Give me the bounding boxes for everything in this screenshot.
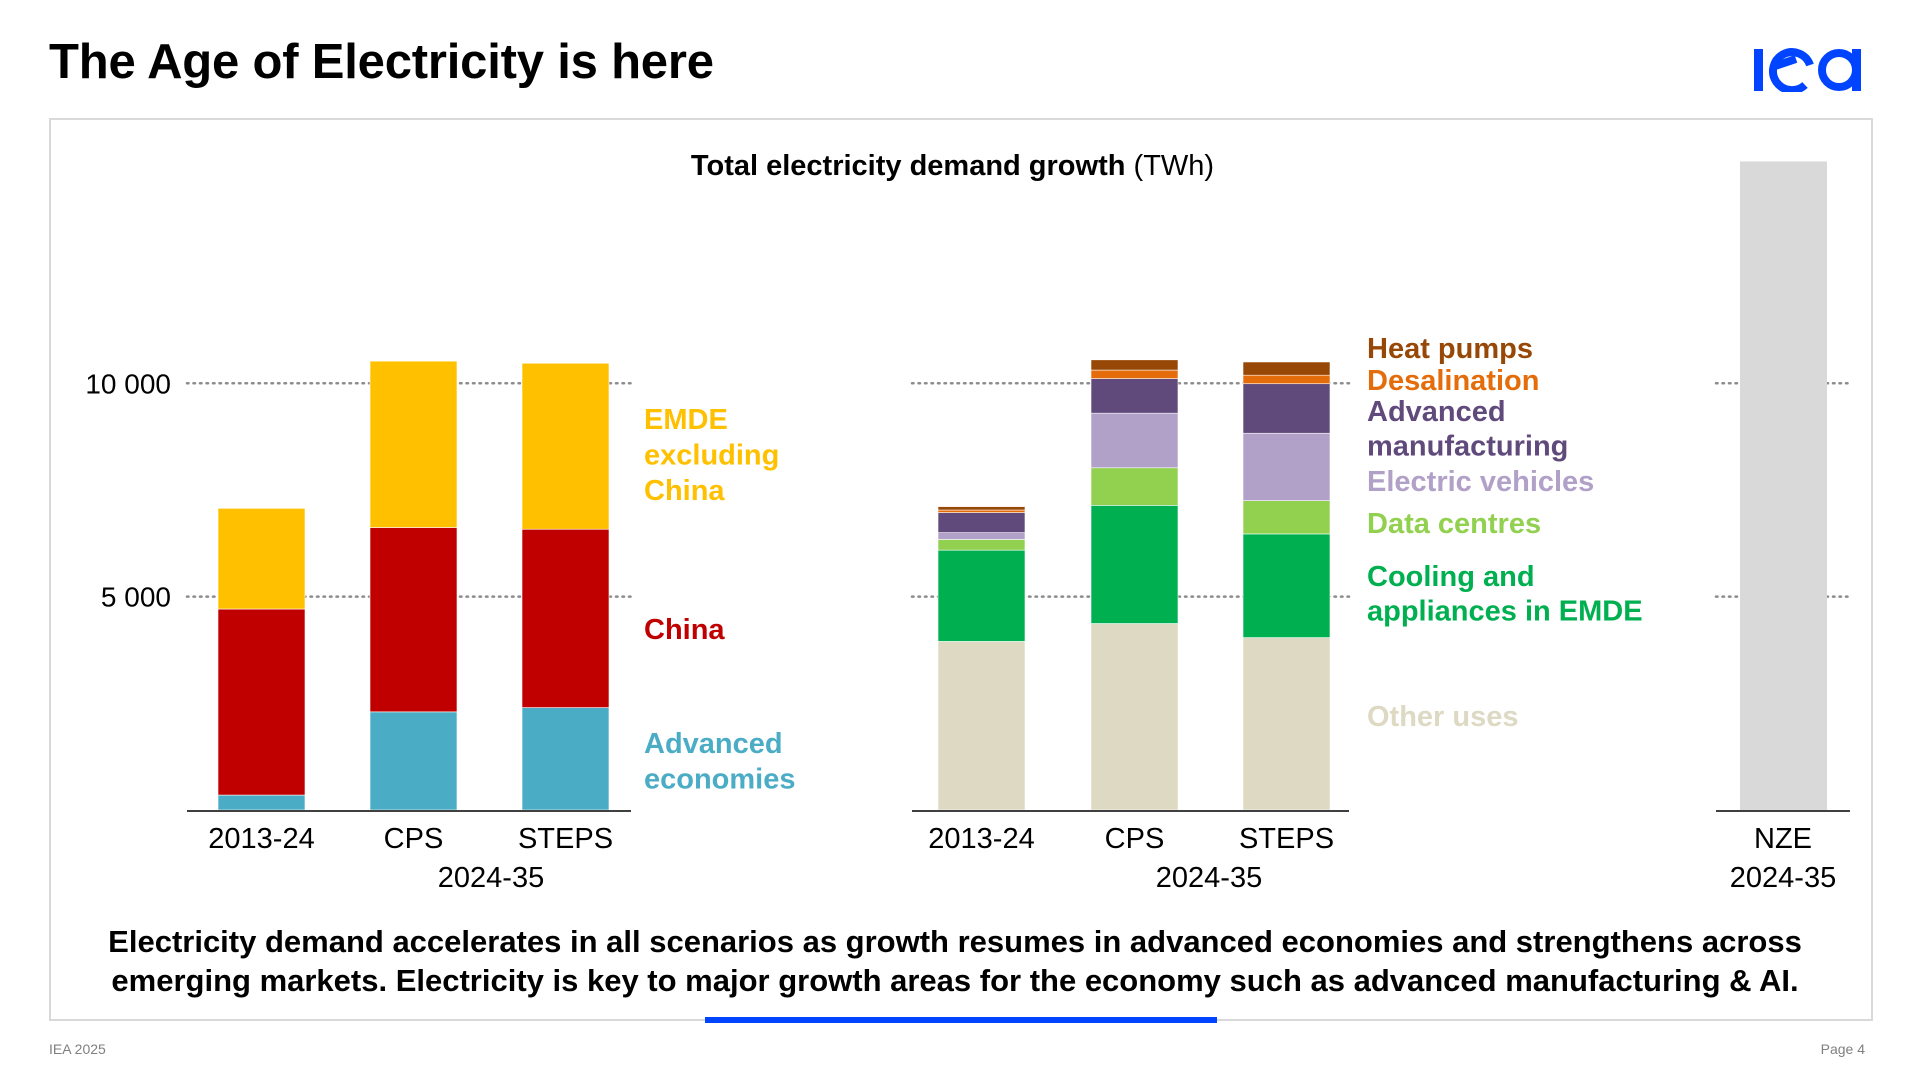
legend-advanced-manufacturing: Advanced	[1367, 396, 1506, 428]
middle-category-label: CPS	[1105, 823, 1165, 855]
logo-e-bar	[1770, 55, 1798, 71]
middle-bar-2013-24-heat-pumps	[937, 506, 1026, 511]
y-axis-tick-label: 5 000	[101, 582, 171, 613]
legend-electric-vehicles: Electric vehicles	[1367, 466, 1594, 498]
legend-china: China	[644, 614, 725, 646]
chart-title-unit: (TWh)	[1133, 150, 1215, 182]
nze-bar-masked	[1740, 161, 1827, 810]
nze-period-label: 2024-35	[1730, 862, 1836, 894]
middle-bar-steps-desalination	[1242, 374, 1331, 385]
middle-bar-cps-heat-pumps	[1090, 359, 1179, 371]
left-bar-steps-china	[521, 528, 610, 708]
middle-bar-cps-other-uses	[1090, 623, 1179, 811]
legend-data-centres: Data centres	[1367, 508, 1541, 540]
middle-bar-cps-cooling-and-appliances-in-emde	[1090, 505, 1179, 624]
legend-emde-excluding-china: excluding	[644, 440, 779, 472]
y-axis-tick-label: 10 000	[85, 368, 171, 399]
left-bar-cps-china	[369, 527, 458, 713]
middle-bar-cps-data-centres	[1090, 467, 1179, 506]
middle-bar-2013-24-data-centres	[937, 539, 1026, 551]
legend-advanced-economies: economies	[644, 764, 796, 796]
legend-cooling-and-appliances-in-emde: Cooling and	[1367, 561, 1535, 593]
left-period-label: 2024-35	[438, 862, 544, 894]
accent-bar	[705, 1017, 1217, 1023]
left-bar-cps-emde-excluding-china	[369, 360, 458, 528]
iea-logo	[1754, 48, 1861, 92]
middle-bar-steps-cooling-and-appliances-in-emde	[1242, 533, 1331, 638]
left-bar-2013-24-emde-excluding-china	[217, 508, 306, 610]
left-category-label: CPS	[384, 823, 444, 855]
left-category-label: 2013-24	[208, 823, 314, 855]
chart-title-main: Total electricity demand growth	[690, 150, 1126, 182]
page-number: Page 4	[1820, 1041, 1865, 1057]
left-category-label: STEPS	[518, 823, 613, 855]
middle-bar-2013-24-cooling-and-appliances-in-emde	[937, 549, 1026, 642]
legend-heat-pumps: Heat pumps	[1367, 333, 1533, 365]
middle-bar-2013-24-advanced-manufacturing	[937, 512, 1026, 533]
middle-bar-steps-electric-vehicles	[1242, 432, 1331, 501]
left-bar-2013-24-advanced-economies	[217, 794, 306, 811]
footer-source: IEA 2025	[49, 1041, 106, 1057]
middle-bar-2013-24-other-uses	[937, 641, 1026, 811]
legend-emde-excluding-china: EMDE	[644, 404, 728, 436]
middle-bar-cps-advanced-manufacturing	[1090, 378, 1179, 414]
middle-category-label: 2013-24	[928, 823, 1034, 855]
logo-a-stem	[1852, 49, 1861, 91]
middle-bar-cps-electric-vehicles	[1090, 412, 1179, 469]
left-bar-steps-emde-excluding-china	[521, 362, 610, 530]
legend-advanced-economies: Advanced	[644, 728, 783, 760]
legend-desalination: Desalination	[1367, 365, 1539, 397]
legend-emde-excluding-china: China	[644, 475, 725, 507]
logo-bar	[1754, 49, 1763, 91]
summary-line-2: emerging markets. Electricity is key to …	[111, 963, 1799, 998]
middle-bar-2013-24-desalination	[937, 509, 1026, 513]
left-bar-2013-24-china	[217, 608, 306, 796]
legend-other-uses: Other uses	[1367, 701, 1519, 733]
left-bar-steps-advanced-economies	[521, 707, 610, 811]
middle-bar-steps-heat-pumps	[1242, 361, 1331, 376]
middle-category-label: STEPS	[1239, 823, 1334, 855]
middle-bar-steps-advanced-manufacturing	[1242, 383, 1331, 434]
middle-period-label: 2024-35	[1156, 862, 1262, 894]
middle-bar-cps-desalination	[1090, 369, 1179, 379]
summary-text: Electricity demand accelerates in all sc…	[60, 922, 1850, 1000]
summary-line-1: Electricity demand accelerates in all sc…	[108, 924, 1802, 959]
middle-bar-steps-other-uses	[1242, 637, 1331, 811]
nze-category-label: NZE	[1754, 823, 1812, 855]
middle-bar-2013-24-electric-vehicles	[937, 532, 1026, 540]
middle-bar-steps-data-centres	[1242, 500, 1331, 535]
legend-cooling-and-appliances-in-emde: appliances in EMDE	[1367, 596, 1643, 628]
page-title: The Age of Electricity is here	[49, 35, 714, 89]
legend-advanced-manufacturing: manufacturing	[1367, 431, 1568, 463]
left-bar-cps-advanced-economies	[369, 711, 458, 811]
chart-title: Total electricity demand growth (TWh)	[0, 150, 1905, 183]
